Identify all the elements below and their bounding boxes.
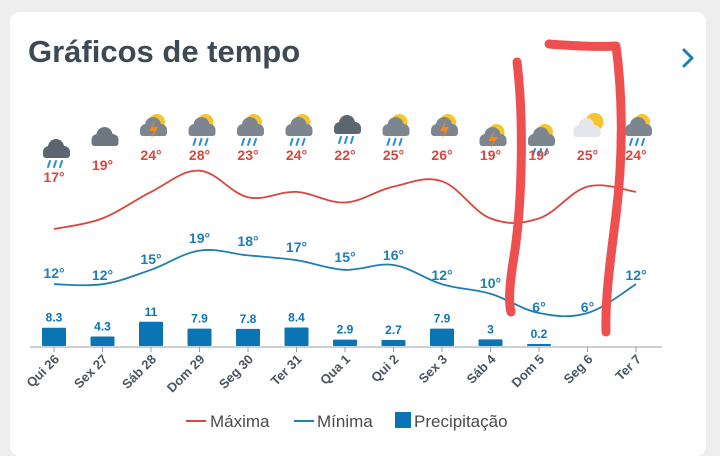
min-temp-label: 17° — [286, 239, 307, 255]
precip-bar — [333, 339, 357, 346]
page-title: Gráficos de tempo — [28, 34, 301, 69]
max-temp-label: 26° — [431, 147, 452, 163]
precip-label: 3 — [487, 322, 494, 336]
precip-label: 4.3 — [94, 320, 111, 334]
precip-bar — [42, 327, 66, 346]
x-tick-label: Seg 6 — [560, 352, 595, 387]
weather-chart-card — [10, 12, 706, 456]
precip-bar — [284, 327, 309, 346]
max-temp-line — [53, 169, 637, 230]
min-temp-label: 12° — [625, 267, 646, 283]
rain-cloud-icon — [334, 115, 361, 144]
sun-thunder-icon — [140, 114, 167, 139]
sun-rain-icon — [528, 124, 555, 156]
min-temp-label: 6° — [532, 299, 545, 315]
sun-rain-icon — [285, 114, 313, 146]
max-temp-label: 19° — [480, 147, 501, 163]
precip-bar — [236, 328, 260, 346]
annotation-stroke — [505, 57, 526, 317]
x-tick-label: Dom 29 — [164, 352, 208, 396]
max-temp-label: 17° — [43, 169, 64, 185]
max-temp-label: 28° — [189, 147, 210, 163]
min-temp-label: 12° — [431, 267, 452, 283]
annotation-stroke — [544, 39, 626, 337]
precip-bar — [478, 339, 503, 346]
max-temp-label: 19° — [528, 147, 549, 163]
x-tick-label: Qui 26 — [23, 352, 62, 391]
precip-label: 2.7 — [385, 323, 402, 337]
precip-label: 8.3 — [46, 311, 63, 325]
precip-bar — [187, 328, 212, 346]
precip-bar — [139, 321, 163, 346]
min-temp-label: 16° — [383, 247, 404, 263]
x-tick-label: Ter 7 — [612, 352, 644, 384]
min-temp-label: 10° — [480, 275, 501, 291]
rain-cloud-icon — [43, 139, 70, 168]
max-temp-label: 24° — [140, 147, 161, 163]
chevron-right-icon[interactable] — [676, 44, 700, 72]
precip-bar — [90, 336, 115, 346]
precip-label: 0.2 — [531, 327, 548, 341]
min-temp-label: 19° — [189, 230, 210, 246]
x-tick-label: Seg 30 — [216, 352, 256, 392]
x-tick-label: Sáb 4 — [463, 351, 499, 387]
max-temp-label: 24° — [625, 147, 646, 163]
precip-label: 2.9 — [337, 323, 354, 337]
precip-label: 7.9 — [191, 312, 208, 326]
x-tick-label: Sáb 28 — [119, 352, 159, 392]
x-tick-label: Dom 5 — [508, 352, 547, 391]
legend-precip-label: Precipitação — [414, 412, 508, 431]
max-temp-label: 22° — [334, 147, 355, 163]
min-temp-label: 12° — [43, 265, 64, 281]
max-temp-label: 25° — [383, 147, 404, 163]
min-temp-label: 15° — [334, 249, 355, 265]
precip-label: 7.8 — [240, 312, 257, 326]
x-tick-label: Qua 1 — [317, 352, 353, 388]
x-tick-label: Sex 27 — [71, 352, 111, 392]
precip-bar — [527, 344, 551, 346]
precip-label: 7.9 — [434, 312, 451, 326]
sun-thunder-icon — [431, 114, 458, 139]
cloud-icon — [91, 127, 119, 146]
min-temp-label: 6° — [581, 299, 594, 315]
max-temp-label: 19° — [92, 157, 113, 173]
sun-rain-icon — [625, 114, 652, 146]
min-temp-label: 18° — [237, 233, 258, 249]
x-tick-label: Qui 2 — [368, 352, 402, 386]
precip-label: 8.4 — [288, 311, 305, 325]
min-temp-label: 15° — [140, 251, 161, 267]
legend-min-label: Mínima — [317, 412, 373, 431]
legend-precip-swatch — [395, 412, 411, 428]
precip-bar — [381, 340, 406, 346]
x-tick-label: Ter 31 — [268, 352, 305, 389]
sun-thunder-icon — [479, 124, 507, 149]
precip-bar — [430, 328, 454, 346]
max-temp-label: 23° — [237, 147, 258, 163]
sun-rain-icon — [237, 114, 264, 146]
legend-max-label: Máxima — [210, 412, 270, 431]
sun-cloud-icon — [573, 113, 604, 137]
max-temp-label: 24° — [286, 147, 307, 163]
sun-rain-icon — [382, 114, 410, 146]
precip-label: 11 — [145, 305, 158, 319]
sun-rain-icon — [188, 114, 216, 146]
min-temp-line — [53, 249, 637, 318]
min-temp-label: 12° — [92, 267, 113, 283]
x-tick-label: Sex 3 — [415, 352, 450, 387]
max-temp-label: 25° — [577, 147, 598, 163]
